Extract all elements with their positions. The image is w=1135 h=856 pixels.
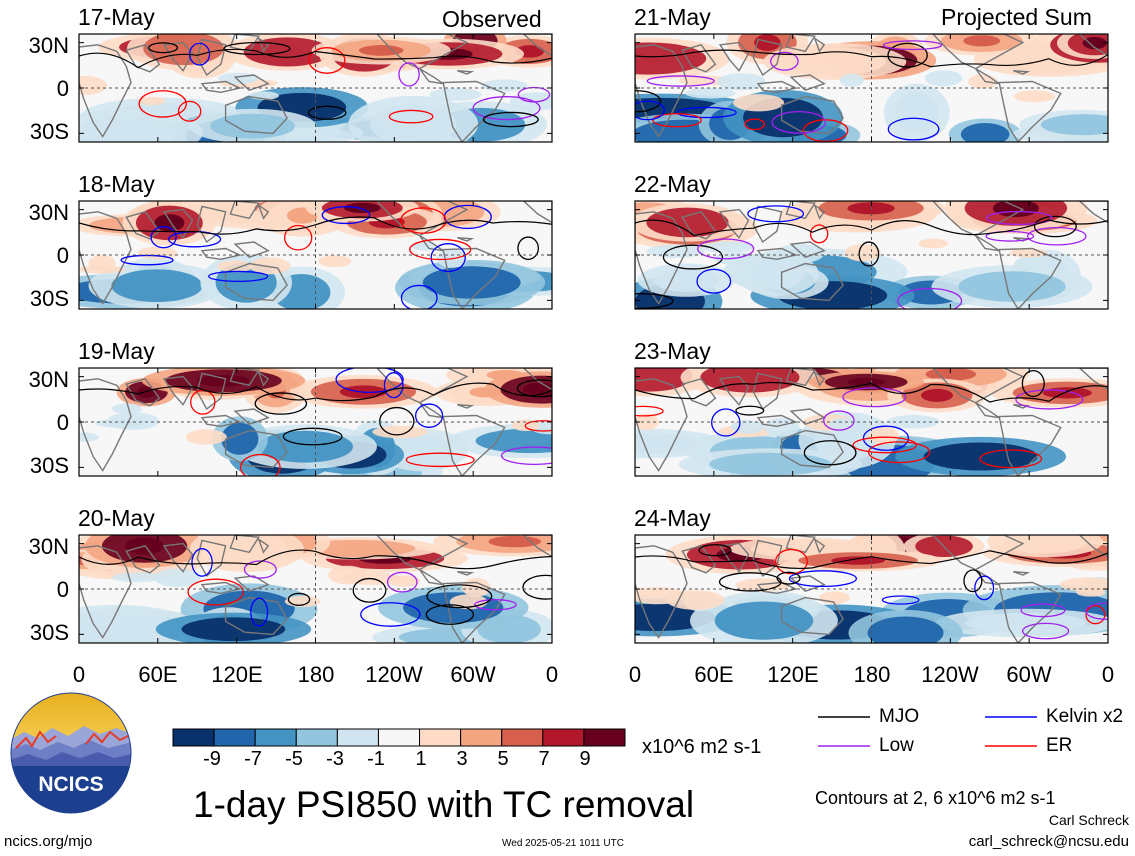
colorbar-swatch: [583, 728, 626, 747]
lon-label-120w: 120W: [921, 662, 979, 687]
panel-date-17-may: 17-May: [78, 4, 155, 30]
lat-label-30s: 30S: [29, 620, 69, 645]
map-panel: [634, 534, 1109, 644]
site-link[interactable]: ncics.org/mjo: [4, 833, 93, 850]
lat-label-30n: 30N: [28, 33, 69, 58]
colorbar-label: -1: [367, 748, 385, 770]
panel-date-22-may: 22-May: [634, 171, 711, 197]
colorbar-label: 1: [415, 748, 427, 770]
lat-label-eq: 0: [56, 243, 69, 268]
lon-label-60w: 60W: [1006, 662, 1052, 687]
legend-label-low: Low: [879, 735, 914, 756]
lat-label-eq: 0: [56, 76, 69, 101]
colorbar-label: 5: [497, 748, 509, 770]
lon-label-120w: 120W: [365, 662, 423, 687]
lat-label-eq: 0: [56, 577, 69, 602]
author-email[interactable]: carl_schreck@ncsu.edu: [968, 833, 1129, 850]
panel-date-23-may: 23-May: [634, 338, 711, 364]
panel-date-24-may: 24-May: [634, 505, 711, 531]
map-panel: [634, 367, 1109, 477]
map-panel: [78, 534, 553, 644]
colorbar-label: -5: [285, 748, 303, 770]
timestamp: Wed 2025-05-21 1011 UTC: [502, 838, 624, 849]
lon-label-60e: 60E: [138, 662, 178, 687]
colorbar-label: -9: [203, 748, 221, 770]
lon-label-0-end: 0: [1101, 662, 1115, 687]
colorbar-label: 3: [456, 748, 468, 770]
lon-label-120e: 120E: [767, 662, 819, 687]
lat-label-30s: 30S: [29, 453, 69, 478]
colorbar-label: 9: [579, 748, 591, 770]
logo-text: NCICS: [38, 773, 103, 796]
lon-label-120e: 120E: [211, 662, 263, 687]
lat-label-30n: 30N: [28, 367, 69, 392]
lat-label-30n: 30N: [28, 534, 69, 559]
map-panel: [634, 33, 1109, 143]
lon-label-0: 0: [72, 662, 86, 687]
panel-date-18-may: 18-May: [78, 171, 155, 197]
lon-label-180: 180: [297, 662, 335, 687]
map-panel: [78, 367, 553, 477]
map-panel: [78, 200, 553, 310]
colorbar-label: 7: [538, 748, 550, 770]
colorbar-units: x10^6 m2 s-1: [642, 736, 762, 758]
legend-label-kelvin: Kelvin x2: [1046, 706, 1124, 727]
colorbar-label: -3: [326, 748, 344, 770]
lon-label-0-end: 0: [545, 662, 559, 687]
map-panel: [78, 33, 553, 143]
author-name: Carl Schreck: [1048, 812, 1129, 828]
legend-label-er: ER: [1046, 735, 1073, 756]
panel-date-21-may: 21-May: [634, 4, 711, 30]
lat-label-30n: 30N: [28, 200, 69, 225]
lat-label-eq: 0: [56, 410, 69, 435]
ncics-logo[interactable]: NCICS: [10, 692, 132, 814]
panel-date-20-may: 20-May: [78, 505, 155, 531]
panel-tag-projected: Projected Sum: [941, 4, 1092, 30]
lat-label-30s: 30S: [29, 119, 69, 144]
lon-label-180: 180: [853, 662, 891, 687]
panel-date-19-may: 19-May: [78, 338, 155, 364]
contour-note: Contours at 2, 6 x10^6 m2 s-1: [815, 788, 1056, 808]
panel-tag-observed: Observed: [442, 6, 542, 32]
figure-title: 1-day PSI850 with TC removal: [193, 784, 695, 825]
colorbar-label: -7: [244, 748, 262, 770]
lon-label-60e: 60E: [694, 662, 734, 687]
lon-label-60w: 60W: [450, 662, 496, 687]
lat-label-30s: 30S: [29, 286, 69, 311]
legend-label-mjo: MJO: [879, 706, 920, 727]
lon-label-0: 0: [628, 662, 642, 687]
map-panel: [634, 200, 1109, 310]
